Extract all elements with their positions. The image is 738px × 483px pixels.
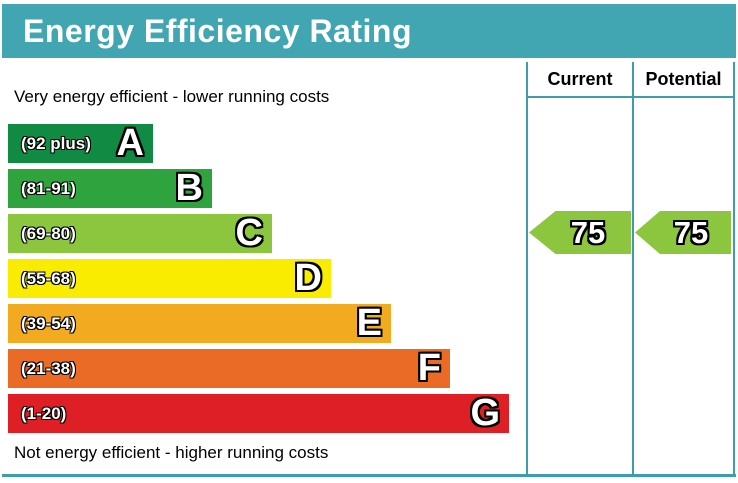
band-bar: (21-38) F [8, 349, 450, 388]
top-note: Very energy efficient - lower running co… [14, 87, 330, 106]
bottom-note: Not energy efficient - higher running co… [14, 443, 329, 462]
potential-rating-arrow: 75 [635, 211, 731, 254]
potential-rating-value: 75 [673, 214, 709, 250]
band-row: (69-80) C [8, 214, 509, 253]
band-range-label: (69-80) [21, 223, 76, 243]
current-column-header: Current [547, 69, 613, 89]
page-title: Energy Efficiency Rating [23, 12, 412, 49]
header-banner: Energy Efficiency Rating [2, 4, 736, 58]
table-header-underline [526, 96, 735, 98]
band-letter: A [116, 121, 144, 164]
band-range-label: (92 plus) [21, 133, 91, 153]
band-bar: (1-20) G [8, 394, 509, 433]
table-divider-left [526, 62, 528, 476]
table-divider-right [733, 62, 735, 476]
band-row: (81-91) B [8, 169, 509, 208]
band-bar: (55-68) D [8, 259, 331, 298]
band-range-label: (55-68) [21, 268, 76, 288]
band-letter: F [417, 346, 441, 389]
band-bar: (92 plus) A [8, 124, 153, 163]
table-divider-middle [632, 62, 634, 476]
potential-column-header: Potential [645, 69, 722, 89]
band-letter: G [470, 391, 500, 434]
band-range-label: (1-20) [21, 403, 67, 423]
band-row: (55-68) D [8, 259, 509, 298]
band-letter: C [235, 211, 263, 254]
band-range-label: (81-91) [21, 178, 76, 198]
current-rating-arrow: 75 [529, 211, 631, 254]
band-row: (39-54) E [8, 304, 509, 343]
band-row: (1-20) G [8, 394, 509, 433]
band-letter: E [356, 301, 382, 344]
band-range-label: (39-54) [21, 313, 76, 333]
band-letter: B [175, 166, 203, 209]
chart-bottom-border [2, 474, 736, 477]
band-bar: (81-91) B [8, 169, 212, 208]
current-rating-value: 75 [570, 214, 606, 250]
band-bar: (39-54) E [8, 304, 391, 343]
rating-bands: (92 plus) A (81-91) B (69-80) C (55-68) … [8, 124, 509, 439]
band-row: (92 plus) A [8, 124, 509, 163]
band-letter: D [294, 256, 322, 299]
band-range-label: (21-38) [21, 358, 76, 378]
band-bar: (69-80) C [8, 214, 272, 253]
band-row: (21-38) F [8, 349, 509, 388]
